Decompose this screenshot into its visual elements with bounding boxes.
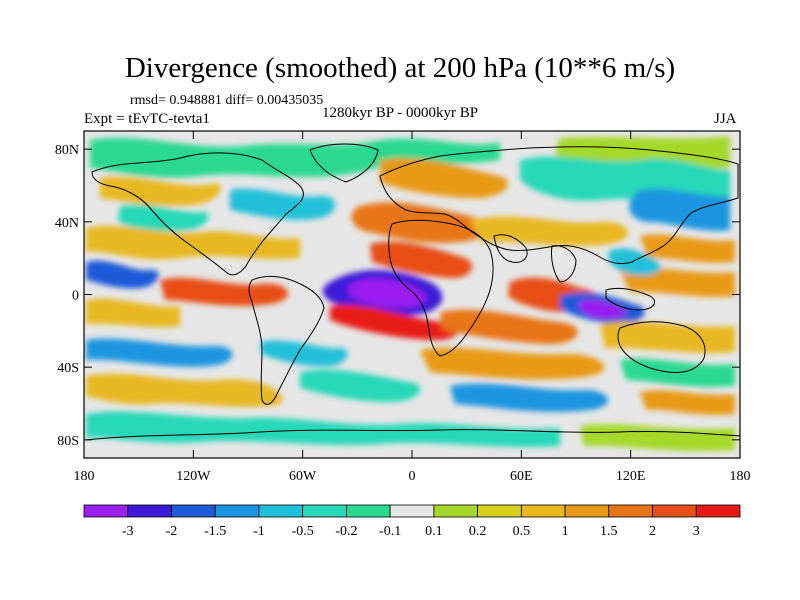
- colorbar-swatch: [652, 504, 697, 518]
- colorbar-swatch: [433, 504, 479, 518]
- coastline-arabia: [493, 234, 528, 263]
- lon-tick-label: 60E: [510, 469, 533, 484]
- coastlines: [85, 143, 740, 441]
- colorbar: -3 -2 -1.5 -1 -0.5 -0.2 -0.1 0.1 0.2 0.5 1 1.5 2 3: [83, 504, 741, 539]
- field-region: [348, 278, 426, 309]
- field-region: [440, 309, 578, 345]
- lat-tick-label: 40S: [57, 361, 79, 376]
- lon-tick-label: 180: [730, 469, 751, 484]
- field-region: [90, 137, 500, 178]
- field-region: [86, 260, 159, 289]
- field-region: [640, 390, 735, 415]
- colorbar-swatch: [302, 504, 347, 518]
- colorbar-label: 0.1: [425, 524, 443, 539]
- colorbar-label: -3: [122, 524, 134, 539]
- colorbar-label: 2: [649, 524, 656, 539]
- period-label: 1280kyr BP - 0000kyr BP: [322, 105, 479, 121]
- field-region: [470, 216, 629, 246]
- experiment-label: Expt = tEvTC-tevta1: [84, 111, 210, 127]
- field-region: [370, 241, 473, 279]
- colorbar-label: 0.5: [513, 524, 531, 539]
- lat-tick-label: 40N: [55, 216, 79, 231]
- field-region: [100, 176, 221, 206]
- coastline-eurasia: [379, 146, 739, 265]
- field-region: [351, 202, 487, 243]
- field-region: [86, 298, 180, 328]
- season-label: JJA: [714, 111, 737, 127]
- field-region: [600, 321, 735, 353]
- colorbar-label: 0.2: [469, 524, 487, 539]
- lon-tick-label: 120W: [176, 469, 211, 484]
- field-region: [86, 411, 560, 447]
- coastline-africa: [388, 219, 494, 357]
- stats-line: rmsd= 0.948881 diff= 0.00435035: [130, 93, 324, 108]
- colorbar-label: 1.5: [600, 524, 618, 539]
- field-region: [380, 157, 509, 199]
- field-region: [300, 369, 421, 402]
- colorbar-label: 1: [562, 524, 569, 539]
- coastline-india: [551, 245, 577, 283]
- colorbar-swatch: [477, 504, 522, 518]
- field-region: [578, 299, 627, 319]
- lat-tick-label: 80S: [57, 434, 79, 449]
- coastline-australia: [617, 321, 706, 373]
- colorbar-swatch: [258, 504, 304, 518]
- colorbar-swatch: [608, 504, 653, 518]
- field-region: [86, 373, 282, 407]
- colorbar-swatch: [127, 504, 172, 518]
- lon-tick-label: 60W: [289, 469, 317, 484]
- field-region: [118, 204, 209, 232]
- coastline-antarctica: [85, 429, 740, 441]
- colorbar-label: 3: [693, 524, 700, 539]
- colorbar-swatch: [695, 504, 741, 518]
- colorbar-label: -0.2: [335, 524, 357, 539]
- lon-tick-label: 0: [409, 469, 416, 484]
- field-region: [450, 383, 609, 412]
- field-region: [330, 304, 459, 341]
- field-region: [620, 267, 735, 297]
- field-region: [260, 340, 348, 367]
- lon-tick-label: 120E: [616, 469, 646, 484]
- coastline-greenland: [309, 143, 379, 183]
- lat-tick-label: 0: [72, 289, 79, 304]
- colorbar-swatch: [345, 504, 391, 518]
- coastline-north-america: [91, 152, 304, 276]
- field-region: [86, 338, 233, 367]
- colorbar-swatch: [171, 504, 216, 518]
- colorbar-swatch: [564, 504, 610, 518]
- field-region: [629, 188, 730, 231]
- field-region: [420, 347, 605, 380]
- coastline-south-america: [248, 275, 325, 405]
- colorbar-swatch: [214, 504, 260, 518]
- colorbar-swatch: [389, 504, 435, 518]
- field-region: [520, 156, 730, 202]
- colorbar-label: -0.5: [292, 524, 314, 539]
- axis-ticks: 80N 40N 0 40S 80S 180 120W 60W 0 60E 120E 180: [55, 131, 751, 484]
- field-region: [580, 424, 735, 451]
- field-region: [640, 234, 735, 263]
- lon-tick-label: 180: [74, 469, 95, 484]
- colorbar-swatch: [83, 504, 129, 518]
- plot-title: Divergence (smoothed) at 200 hPa (10**6 …: [124, 52, 676, 84]
- colorbar-label: -2: [166, 524, 178, 539]
- field-region: [160, 277, 289, 306]
- field-region: [86, 225, 300, 260]
- colorbar-label: -1.5: [204, 524, 226, 539]
- field-region: [230, 188, 335, 220]
- colorbar-label: -1: [253, 524, 265, 539]
- divergence-field: [84, 131, 740, 458]
- lat-tick-label: 80N: [55, 143, 79, 158]
- colorbar-label: -0.1: [379, 524, 401, 539]
- colorbar-swatch: [520, 504, 566, 518]
- field-region: [608, 248, 661, 276]
- coastline-maritime-continent: [605, 287, 655, 311]
